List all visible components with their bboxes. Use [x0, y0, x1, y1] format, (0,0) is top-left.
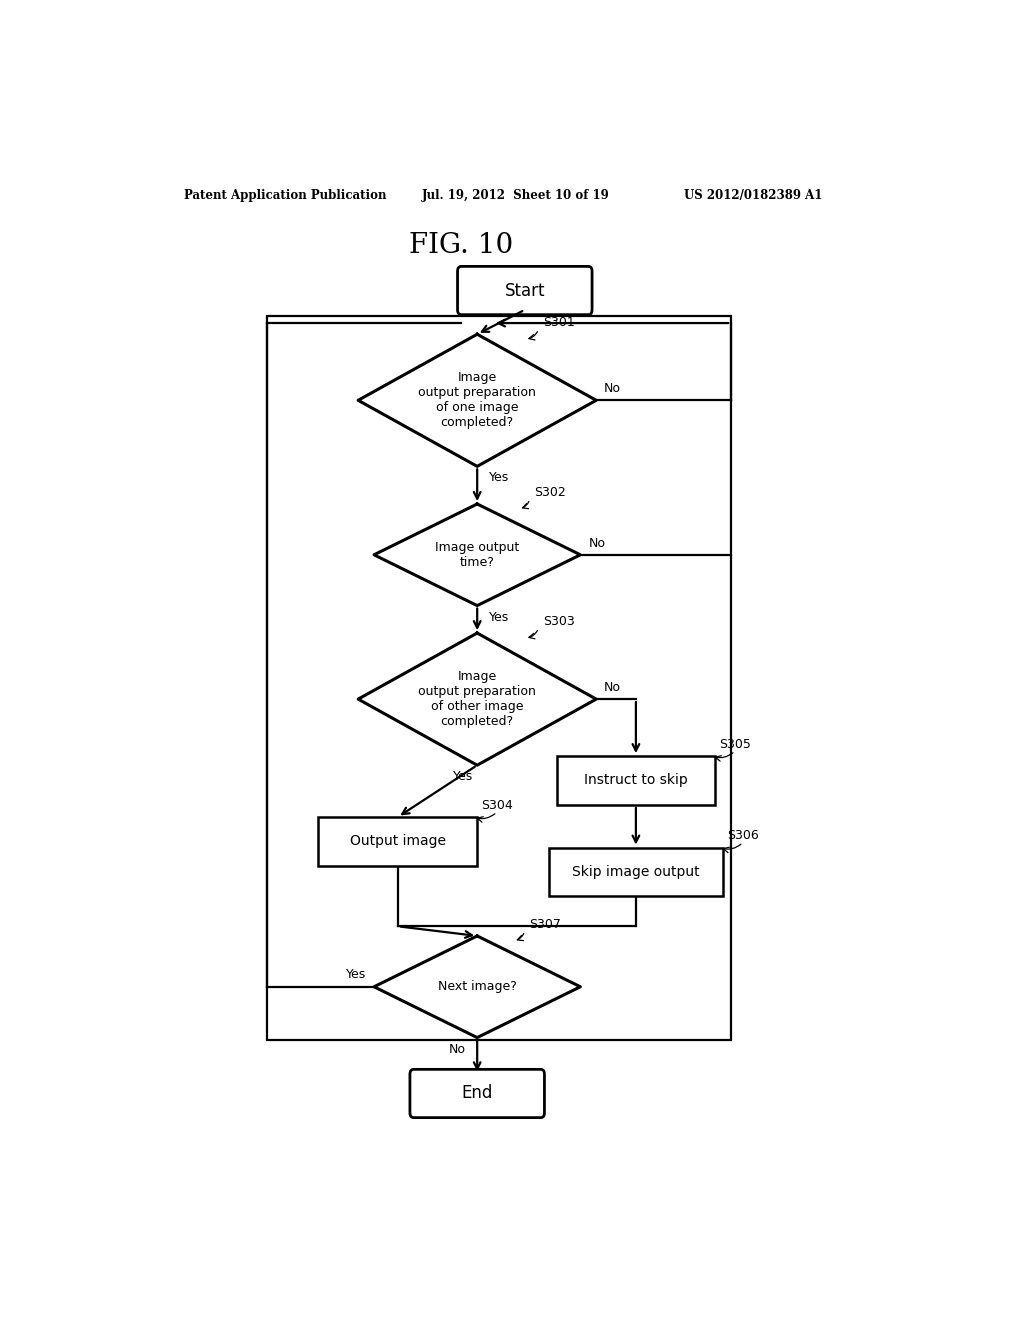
Text: Image output
time?: Image output time?: [435, 541, 519, 569]
Bar: [267, 315, 731, 1040]
Text: Output image: Output image: [350, 834, 445, 849]
Text: Yes: Yes: [346, 968, 367, 981]
Text: Image
output preparation
of other image
completed?: Image output preparation of other image …: [418, 671, 537, 729]
Text: No: No: [604, 681, 622, 694]
Bar: [557, 756, 716, 805]
Text: S305: S305: [719, 738, 752, 751]
Polygon shape: [358, 334, 596, 466]
Text: Image
output preparation
of one image
completed?: Image output preparation of one image co…: [418, 371, 537, 429]
Polygon shape: [358, 634, 596, 766]
Text: S306: S306: [727, 829, 759, 842]
Text: S304: S304: [481, 799, 513, 812]
Polygon shape: [374, 936, 581, 1038]
Text: S301: S301: [543, 317, 574, 329]
Polygon shape: [374, 504, 581, 606]
Text: S307: S307: [528, 917, 561, 931]
Text: No: No: [449, 1043, 465, 1056]
Text: Yes: Yes: [489, 471, 509, 484]
Text: FIG. 10: FIG. 10: [410, 231, 513, 259]
Text: Instruct to skip: Instruct to skip: [584, 774, 688, 788]
Text: S303: S303: [543, 615, 574, 628]
Text: Start: Start: [505, 281, 545, 300]
Text: No: No: [588, 537, 605, 549]
Text: S302: S302: [534, 486, 565, 499]
Bar: [549, 847, 723, 896]
Text: Next image?: Next image?: [437, 981, 517, 993]
Text: Skip image output: Skip image output: [572, 865, 699, 879]
Text: Yes: Yes: [453, 771, 473, 783]
Text: No: No: [604, 383, 622, 395]
Text: Jul. 19, 2012  Sheet 10 of 19: Jul. 19, 2012 Sheet 10 of 19: [422, 189, 609, 202]
FancyBboxPatch shape: [410, 1069, 545, 1118]
FancyBboxPatch shape: [458, 267, 592, 314]
Bar: [318, 817, 477, 866]
Text: End: End: [462, 1085, 493, 1102]
Text: US 2012/0182389 A1: US 2012/0182389 A1: [684, 189, 822, 202]
Text: Patent Application Publication: Patent Application Publication: [183, 189, 386, 202]
Text: Yes: Yes: [489, 611, 509, 623]
